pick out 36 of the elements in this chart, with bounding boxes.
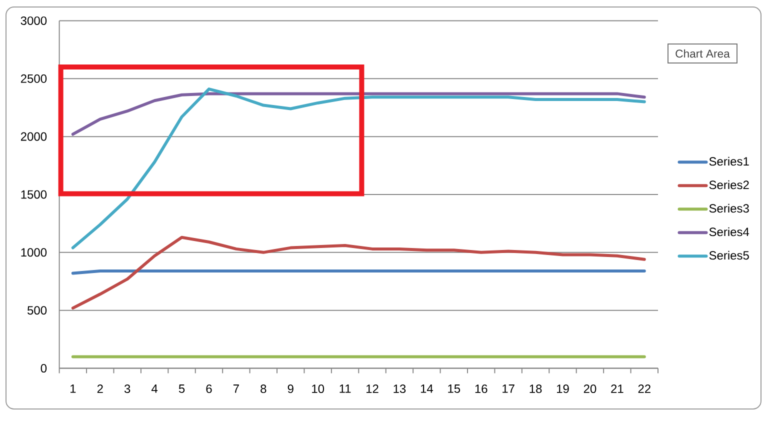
- x-tick-label: 12: [366, 384, 378, 393]
- x-tick-label: 8: [260, 384, 266, 394]
- y-tick-label: 0: [40, 364, 47, 373]
- legend-label: Series1: [709, 156, 749, 166]
- legend-label: Series5: [709, 250, 749, 260]
- y-tick-label: 1500: [21, 190, 47, 199]
- y-tick-label: 2000: [20, 132, 47, 141]
- x-tick-label: 16: [475, 384, 488, 394]
- text: Chart Area: [676, 49, 730, 58]
- line-series: [71, 236, 646, 310]
- y-tick-label: 1000: [21, 248, 47, 257]
- legend-label: Series3: [709, 204, 749, 213]
- x-tick-label: 13: [394, 384, 406, 394]
- y-tick-label: 2500: [20, 74, 47, 83]
- x-tick-label: 22: [638, 384, 650, 393]
- x-tick-label: 4: [151, 384, 158, 393]
- x-tick-label: 19: [556, 384, 569, 394]
- x-tick-label: 7: [233, 384, 239, 393]
- x-tick-label: 5: [178, 384, 185, 393]
- x-tick-label: 1: [70, 384, 76, 393]
- y-tick-label: 3000: [20, 16, 47, 25]
- x-tick-label: 2: [97, 384, 103, 393]
- y-tick-label: 500: [28, 306, 47, 315]
- legend-label: Series2: [709, 180, 749, 190]
- x-tick-label: 6: [206, 384, 212, 394]
- x-tick-label: 15: [448, 384, 460, 393]
- x-tick-label: 20: [584, 384, 596, 394]
- x-tick-label: 18: [530, 384, 542, 394]
- x-tick-label: 14: [420, 384, 433, 393]
- x-tick-label: 3: [124, 384, 130, 394]
- legend-label: Series4: [709, 227, 750, 236]
- x-tick-label: 10: [312, 384, 324, 394]
- x-tick-label: 21: [611, 384, 624, 393]
- x-tick-label: 9: [288, 384, 294, 394]
- x-tick-label: 17: [502, 384, 514, 393]
- x-tick-label: 11: [340, 384, 351, 393]
